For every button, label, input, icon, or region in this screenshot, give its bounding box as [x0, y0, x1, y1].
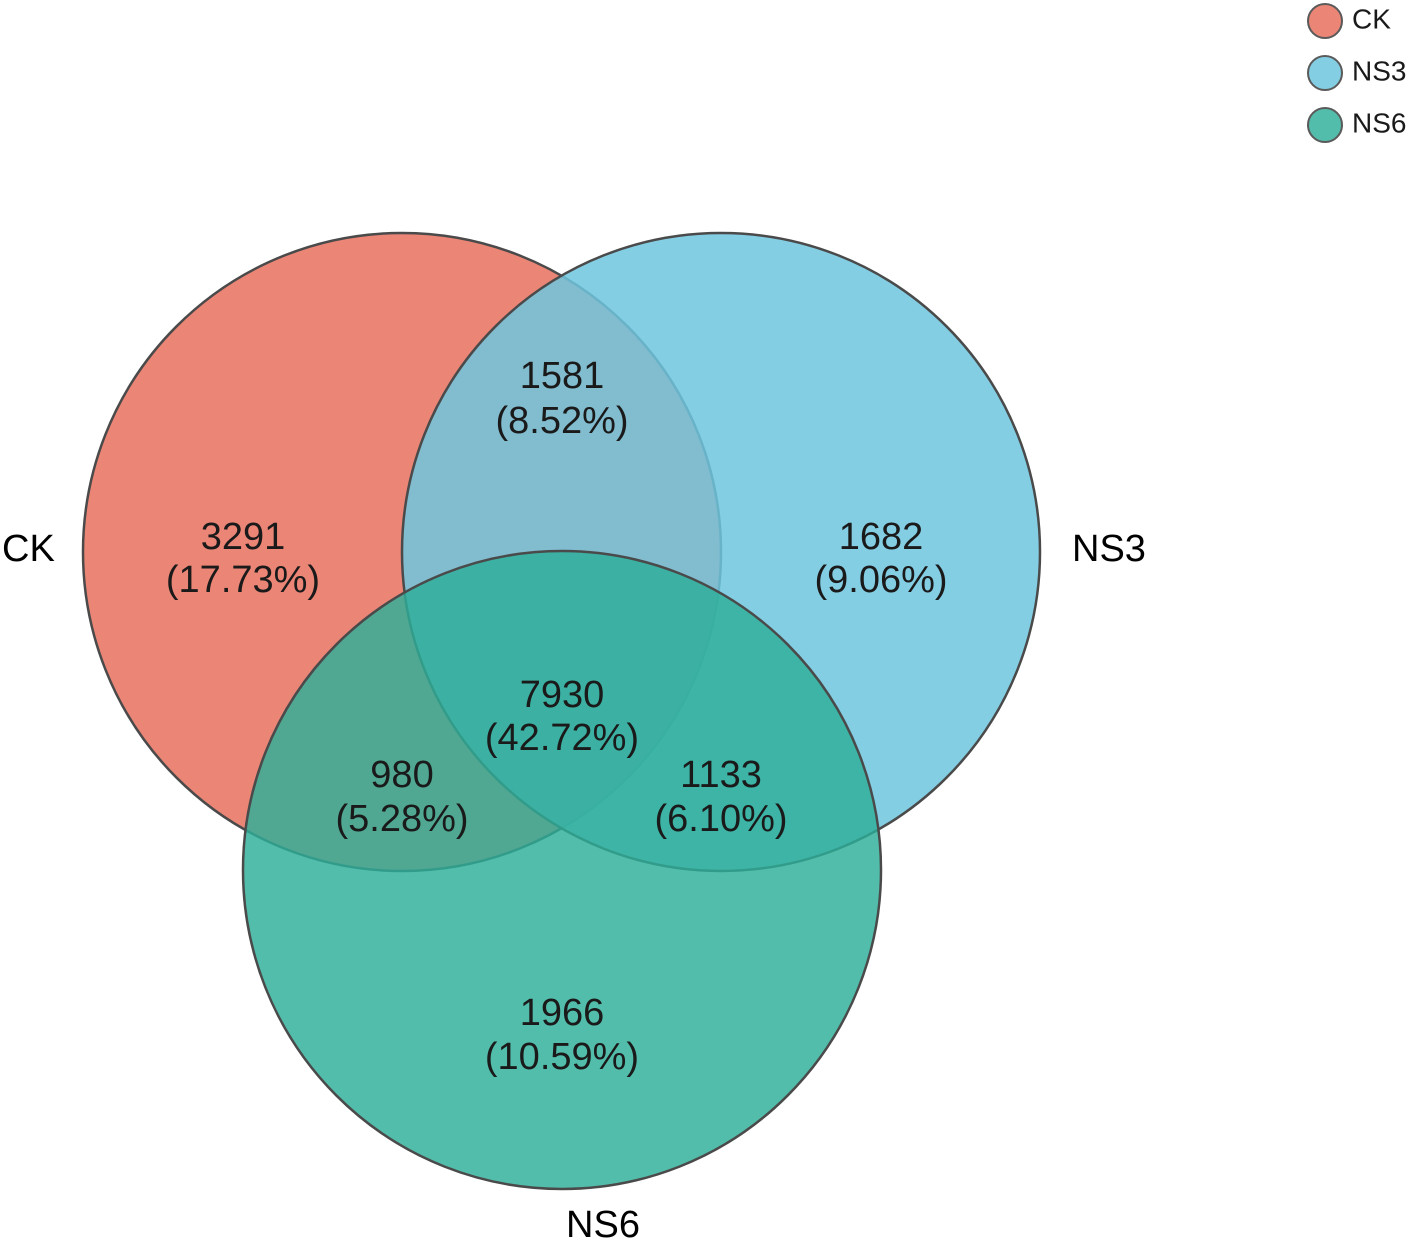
set-label-ck: CK — [2, 528, 55, 570]
legend-swatch-ns3 — [1307, 55, 1343, 91]
region-ns3-only-percent: (9.06%) — [814, 559, 947, 601]
region-ns6-only-percent: (10.59%) — [485, 1036, 639, 1078]
region-ck-ns6-count: 980 — [370, 754, 433, 796]
region-ns6-only-count: 1966 — [520, 992, 605, 1034]
region-ns3-ns6-count: 1133 — [680, 754, 762, 796]
legend-label-ns3: NS3 — [1352, 55, 1406, 86]
legend: CK NS3 NS6 — [1307, 3, 1406, 143]
legend-label-ns6: NS6 — [1352, 107, 1406, 138]
region-ns3-ns6-percent: (6.10%) — [654, 798, 787, 840]
region-ck-ns3-percent: (8.52%) — [495, 400, 628, 442]
set-label-ns6: NS6 — [566, 1204, 640, 1246]
region-ck-ns3-count: 1581 — [520, 355, 605, 397]
region-all-percent: (42.72%) — [485, 717, 639, 759]
region-all-count: 7930 — [520, 674, 605, 716]
legend-swatch-ns6 — [1307, 107, 1343, 143]
legend-label-ck: CK — [1352, 3, 1391, 34]
set-label-ns3: NS3 — [1072, 528, 1146, 570]
ns6-circle — [241, 549, 883, 1191]
region-ck-only-percent: (17.73%) — [166, 559, 320, 601]
region-ns3-only-count: 1682 — [839, 516, 924, 558]
legend-swatch-ck — [1307, 3, 1343, 39]
region-ck-ns6-percent: (5.28%) — [335, 798, 468, 840]
region-ck-only-count: 3291 — [201, 516, 286, 558]
